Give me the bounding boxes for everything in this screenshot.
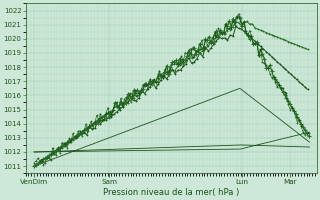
X-axis label: Pression niveau de la mer( hPa ): Pression niveau de la mer( hPa ) <box>103 188 239 197</box>
